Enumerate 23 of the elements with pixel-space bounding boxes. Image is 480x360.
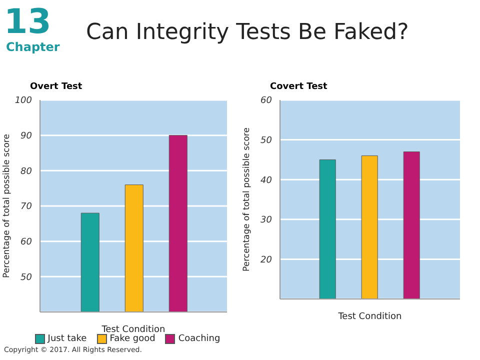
- x-axis-title: Test Condition: [100, 325, 166, 335]
- y-tick-label: 50: [20, 272, 32, 283]
- y-tick-label: 40: [260, 176, 272, 186]
- y-tick-label: 60: [260, 96, 272, 106]
- y-tick-label: 30: [260, 216, 272, 226]
- y-axis-title: Percentage of total possible score: [242, 128, 252, 272]
- text: 13: [4, 2, 52, 42]
- chart-title: Covert Test: [270, 82, 328, 94]
- y-axis-title: Percentage of total possible score: [2, 134, 12, 278]
- y-tick-label: 60: [20, 238, 32, 248]
- legend-label: Just take: [48, 334, 87, 344]
- text: Can Integrity Tests Be Faked?: [86, 20, 409, 45]
- legend-label: Fake good: [110, 334, 156, 344]
- text: Chapter: [6, 40, 60, 54]
- chart-title: Overt Test: [30, 82, 84, 94]
- y-tick-label: 50: [260, 136, 272, 146]
- y-tick-label: 20: [260, 255, 272, 266]
- y-tick-label: 70: [20, 202, 32, 212]
- y-tick-label: 100: [14, 96, 32, 106]
- y-tick-label: 90: [20, 132, 32, 142]
- y-tick-label: 80: [20, 166, 32, 177]
- x-axis-title: Test Condition: [337, 312, 402, 322]
- legend-label: Coaching: [178, 334, 220, 344]
